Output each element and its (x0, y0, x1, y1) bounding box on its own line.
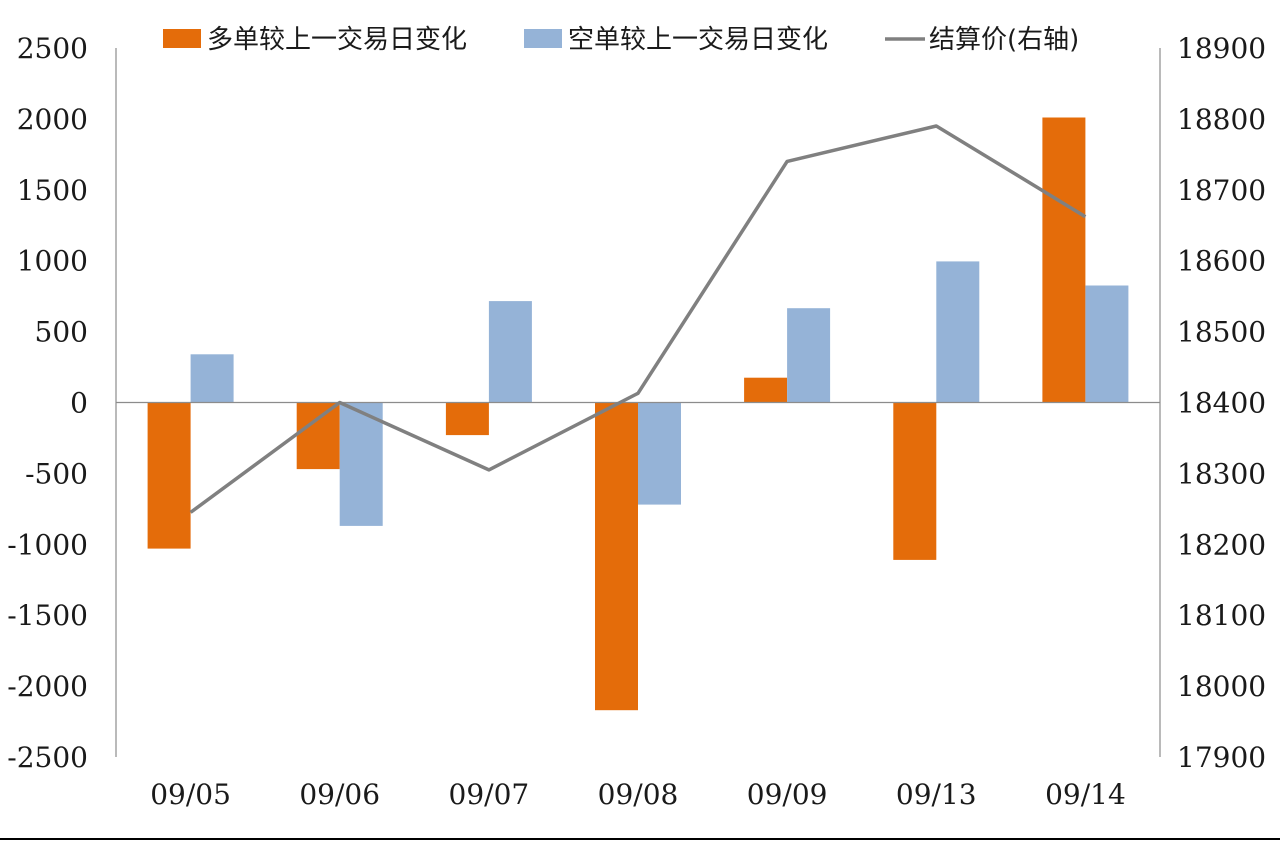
y-right-tick-label: 18100 (1177, 599, 1266, 632)
bar-short-3 (638, 402, 681, 505)
legend-swatch-1 (524, 29, 562, 48)
y-left-tick-label: 2500 (17, 32, 88, 65)
y-right-tick-label: 17900 (1177, 741, 1266, 774)
bar-long-2 (445, 402, 489, 436)
bar-short-4 (787, 308, 831, 403)
y-left-tick-label: 2000 (17, 103, 88, 136)
y-left-tick-label: 1500 (17, 174, 88, 207)
y-right-tick-label: 18300 (1177, 457, 1266, 490)
y-right-tick-label: 18900 (1177, 32, 1266, 65)
legend: 多单较上一交易日变化 空单较上一交易日变化 结算价(右轴) (163, 25, 1079, 55)
y-right-tick-label: 18000 (1177, 670, 1266, 703)
bar-short-2 (488, 301, 532, 403)
y-right-tick-label: 18600 (1177, 245, 1266, 278)
bar-long-3 (595, 402, 638, 711)
axes-layer (0, 48, 1280, 840)
x-category-label: 09/09 (747, 778, 828, 811)
y-left-tick-label: 0 (70, 387, 88, 420)
line-layer (189, 124, 1087, 514)
legend-label-0: 多单较上一交易日变化 (207, 25, 467, 55)
y-right-tick-label: 18800 (1177, 103, 1266, 136)
x-category-label: 09/06 (299, 778, 380, 811)
y-left-tick-label: 1000 (17, 245, 88, 278)
bar-long-0 (147, 402, 191, 549)
x-category-label: 09/05 (150, 778, 231, 811)
x-category-label: 09/08 (598, 778, 679, 811)
y-left-tick-label: -1000 (7, 528, 88, 561)
y-left-tick-label: 500 (35, 316, 88, 349)
x-category-label: 09/13 (896, 778, 977, 811)
bars-layer (147, 117, 1129, 711)
y-left-tick-label: -1500 (7, 599, 88, 632)
bar-long-5 (893, 402, 937, 560)
y-right-tick-label: 18200 (1177, 528, 1266, 561)
y-left-tick-label: -2500 (7, 741, 88, 774)
x-category-label: 09/07 (449, 778, 530, 811)
x-category-label: 09/14 (1045, 778, 1126, 811)
bar-long-6 (1042, 117, 1086, 403)
legend-label-1: 空单较上一交易日变化 (568, 25, 828, 55)
y-right-tick-label: 18400 (1177, 387, 1266, 420)
line-settlement-price (189, 124, 1087, 514)
bar-short-6 (1085, 285, 1129, 403)
bar-short-0 (190, 354, 234, 403)
labels-layer: 2500 2000 1500 1000 500 0 -500 -1000 -1500 -2000 -… (7, 32, 1266, 811)
bar-short-5 (936, 261, 980, 403)
y-right-tick-label: 18700 (1177, 174, 1266, 207)
bar-long-4 (744, 377, 788, 403)
bar-short-1 (339, 402, 383, 526)
y-left-tick-label: -2000 (7, 670, 88, 703)
y-left-tick-label: -500 (25, 457, 88, 490)
y-right-tick-label: 18500 (1177, 316, 1266, 349)
bar-long-1 (296, 402, 340, 470)
legend-label-2: 结算价(右轴) (929, 25, 1079, 55)
legend-swatch-0 (163, 29, 201, 48)
